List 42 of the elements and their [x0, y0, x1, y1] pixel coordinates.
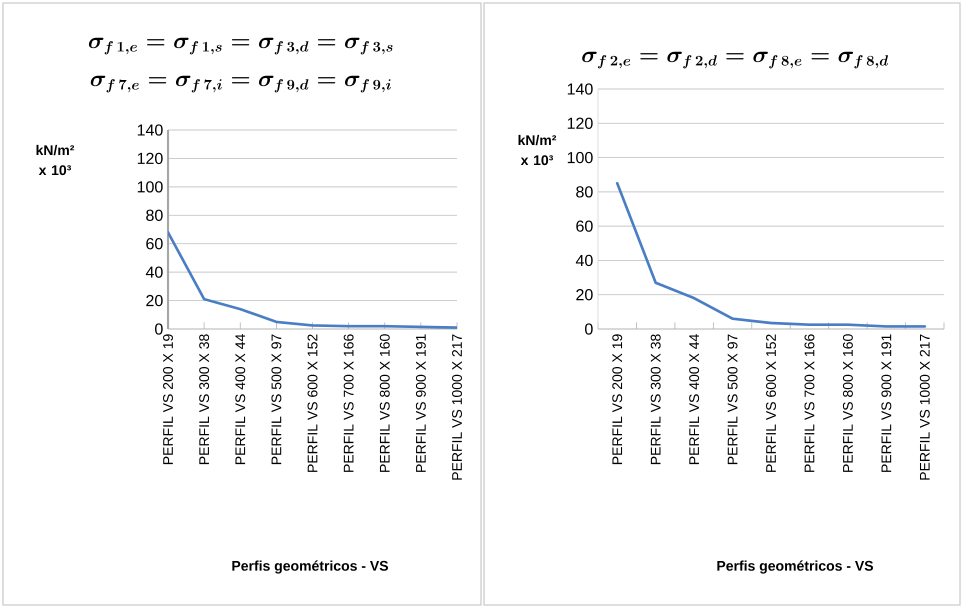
chart-subtitle: $\sigma_{f\,7,e} = \sigma_{f\,7,i} = \sigma_{f\,9,d} = \sigma_{f\,9,i}$ — [90, 76, 391, 92]
y-tick-label: 100 — [138, 181, 163, 193]
x-tick-label: PERFIL VS 300 X 38 — [650, 334, 661, 464]
x-tick-label: PERFIL VS 800 X 160 — [842, 334, 853, 472]
x-tick-label: PERFIL VS 1000 X 217 — [920, 334, 930, 480]
line-series — [616, 182, 926, 328]
chart-title: $\sigma_{f\,1,e} = \sigma_{f\,1,s} = \sigma_{f\,3,d} = \sigma_{f\,3,s}$ — [88, 38, 393, 54]
y-tick-label: 140 — [568, 83, 593, 95]
x-tick-label: PERFIL VS 200 X 19 — [163, 334, 173, 464]
x-tick-label: PERFIL VS 600 X 152 — [766, 334, 776, 472]
y-tick-label: 60 — [576, 220, 593, 232]
y-tick-label: 20 — [146, 294, 163, 306]
chart-title: $\sigma_{f\,2,e} = \sigma_{f\,2,d} = \sigma_{f\,8,e} = \sigma_{f\,8,d}$ — [582, 52, 888, 68]
x-axis-title: Perfis geométricos - VS — [232, 560, 388, 574]
x-tick-label: PERFIL VS 900 X 191 — [416, 334, 426, 472]
x-tick-label: PERFIL VS 700 X 166 — [804, 334, 814, 472]
x-tick-label: PERFIL VS 900 X 191 — [881, 334, 892, 472]
y-tick-label: 120 — [568, 118, 593, 129]
y-tick-label: 140 — [138, 124, 163, 136]
y-axis-title: kN/m² x 10³ — [518, 134, 556, 166]
y-tick-label: 0 — [155, 323, 163, 335]
x-tick-label: PERFIL VS 300 X 38 — [199, 334, 210, 464]
y-tick-label: 100 — [568, 152, 593, 164]
y-tick-label: 80 — [146, 210, 163, 221]
x-tick-label: PERFIL VS 400 X 44 — [689, 334, 700, 464]
x-tick-label: PERFIL VS 600 X 152 — [308, 334, 318, 472]
x-tick-label: PERFIL VS 500 X 97 — [271, 334, 282, 464]
y-axis-title: kN/m² x 10³ — [36, 144, 74, 176]
x-tick-label: PERFIL VS 200 X 19 — [612, 334, 622, 464]
x-tick-label: PERFIL VS 500 X 97 — [728, 334, 738, 464]
x-axis-title: Perfis geométricos - VS — [717, 560, 874, 574]
y-tick-label: 40 — [146, 266, 163, 278]
y-tick-label: 120 — [138, 152, 163, 164]
y-tick-label: 0 — [585, 323, 593, 335]
y-tick-label: 20 — [576, 289, 593, 300]
y-tick-label: 40 — [576, 254, 593, 266]
y-tick-label: 60 — [146, 238, 163, 250]
x-tick-label: PERFIL VS 800 X 160 — [380, 334, 390, 472]
x-tick-label: PERFIL VS 700 X 166 — [344, 334, 354, 472]
y-tick-label: 80 — [576, 186, 593, 198]
x-tick-label: PERFIL VS 1000 X 217 — [452, 334, 462, 480]
x-tick-label: PERFIL VS 400 X 44 — [235, 334, 246, 464]
